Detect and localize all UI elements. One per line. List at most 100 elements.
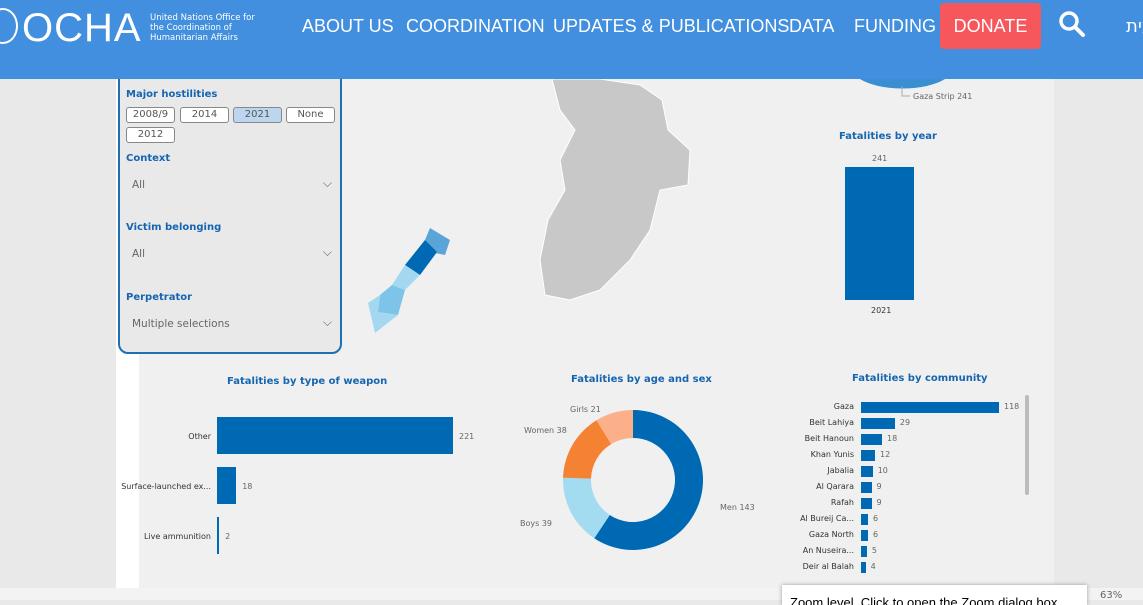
gaza-strip-label: Gaza Strip 241 [913, 92, 973, 101]
donut-slice-women[interactable] [563, 420, 612, 479]
community-value-label: 6 [873, 530, 879, 539]
community-bar[interactable] [861, 562, 866, 573]
community-value-label: 12 [880, 450, 891, 459]
community-label: Jabalia [827, 466, 854, 475]
chevron-down-icon: ⌵ [322, 176, 332, 190]
chevron-down-icon: ⌵ [322, 245, 332, 259]
community-bar[interactable] [861, 546, 867, 557]
chip-2021[interactable]: 2021 [233, 107, 282, 123]
community-bar[interactable] [861, 514, 869, 525]
logo[interactable]: OCHA [22, 6, 142, 50]
logo-subtitle: United Nations Office for the Coordinati… [150, 13, 255, 43]
community-label: Khan Yunis [810, 450, 854, 459]
donut-label-girls: Girls 21 [570, 405, 601, 414]
perpetrator-value: Multiple selections [132, 318, 230, 330]
gaza-middle [392, 265, 420, 290]
chip-2008-9[interactable]: 2008/9 [126, 107, 175, 123]
donut-label-boys: Boys 39 [520, 519, 553, 528]
community-label: Deir al Balah [802, 562, 854, 571]
community-value-label: 9 [876, 498, 882, 507]
victim-value: All [132, 248, 146, 260]
year-chart-title: Fatalities by year [839, 131, 937, 142]
weapon-category-label: Surface-launched ex... [121, 482, 211, 491]
community-value-label: 29 [899, 418, 911, 427]
community-bar[interactable] [861, 530, 869, 541]
community-value-label: 5 [871, 546, 877, 555]
age-sex-donut [563, 410, 703, 550]
search-icon[interactable] [1058, 10, 1086, 38]
community-bar[interactable] [861, 418, 895, 429]
chevron-down-icon: ⌵ [322, 315, 332, 329]
community-label: Al Bureij Ca... [800, 514, 854, 523]
perpetrator-dropdown[interactable]: Multiple selections ⌵ [132, 315, 332, 330]
weapon-value-label: 221 [459, 432, 475, 441]
filter-panel: Major hostilities 2008/9 2014 2021 None … [118, 60, 342, 354]
zoom-tooltip: Zoom level. Click to open the Zoom dialo… [782, 585, 1087, 605]
un-emblem-icon [0, 8, 18, 44]
community-value-label: 4 [870, 562, 876, 571]
weapon-bar[interactable] [217, 517, 220, 554]
weapon-bar[interactable] [217, 417, 453, 454]
donut-label-men: Men 143 [720, 503, 755, 512]
victim-dropdown[interactable]: All ⌵ [132, 245, 332, 260]
weapon-bar[interactable] [217, 467, 237, 504]
community-value-label: 10 [877, 466, 888, 475]
community-value-label: 6 [873, 514, 879, 523]
nav-about-us[interactable]: ABOUT US [302, 16, 394, 36]
community-value-label: 18 [887, 434, 898, 443]
community-chart-title: Fatalities by community [852, 373, 988, 384]
community-label: Gaza North [808, 530, 854, 539]
community-label: Beit Hanoun [804, 434, 854, 443]
chip-2012[interactable]: 2012 [126, 127, 175, 143]
year-value-label: 241 [872, 154, 888, 163]
year-category-label: 2021 [871, 306, 892, 315]
age-sex-chart-title: Fatalities by age and sex [571, 374, 712, 385]
language-link[interactable]: עית [1126, 16, 1143, 37]
donut-label-women: Women 38 [524, 426, 567, 435]
weapon-category-label: Other [188, 432, 211, 441]
gaza-city [405, 240, 437, 275]
community-label: Beit Lahiya [809, 418, 854, 427]
khan-yunis [378, 285, 405, 315]
weapon-value-label: 18 [242, 482, 253, 491]
chip-2014[interactable]: 2014 [180, 107, 229, 123]
chip-none[interactable]: None [286, 107, 335, 123]
community-label: Al Qarara [816, 482, 854, 491]
year-bar[interactable] [845, 167, 914, 300]
donate-button[interactable]: DONATE [940, 3, 1041, 49]
community-value-label: 9 [876, 482, 882, 491]
community-scrollbar[interactable] [1025, 395, 1029, 495]
nav-data[interactable]: DATA [789, 16, 835, 36]
site-header: OCHA United Nations Office for the Coord… [0, 0, 1143, 79]
context-label: Context [126, 153, 171, 164]
community-bar[interactable] [861, 466, 873, 477]
community-label: Rafah [830, 498, 854, 507]
context-value: All [132, 179, 146, 191]
victim-label: Victim belonging [126, 222, 222, 233]
community-bar[interactable] [861, 498, 872, 509]
donut-slice-girls[interactable] [596, 410, 633, 445]
nav-funding[interactable]: FUNDING [854, 16, 936, 36]
community-bar[interactable] [861, 402, 999, 413]
nav-coordination[interactable]: COORDINATION [406, 16, 545, 36]
zoom-level[interactable]: 63% [1100, 590, 1123, 601]
donut-slice-boys[interactable] [563, 477, 610, 539]
nav-updates[interactable]: UPDATES & PUBLICATIONS [553, 16, 790, 36]
community-value-label: 118 [1004, 402, 1020, 411]
gaza-strip-pie-slice [860, 79, 945, 89]
donut-slice-men[interactable] [594, 410, 703, 550]
context-dropdown[interactable]: All ⌵ [132, 176, 332, 191]
community-label: An Nuseira... [802, 546, 854, 555]
major-hostilities-label: Major hostilities [126, 89, 218, 100]
rafah [368, 295, 398, 333]
community-label: Gaza [833, 402, 854, 411]
perpetrator-label: Perpetrator [126, 292, 193, 303]
weapon-value-label: 2 [225, 532, 231, 541]
weapon-chart-title: Fatalities by type of weapon [227, 376, 388, 387]
west-bank-shape [539, 78, 691, 301]
community-bar[interactable] [861, 450, 876, 461]
weapon-category-label: Live ammunition [143, 532, 211, 541]
community-bar[interactable] [861, 482, 872, 493]
community-bar[interactable] [861, 434, 883, 445]
